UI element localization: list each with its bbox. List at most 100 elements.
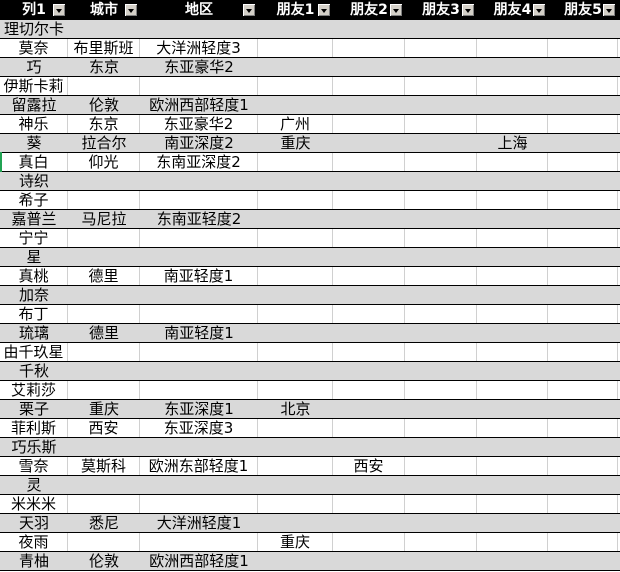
cell-r7-c5[interactable] bbox=[333, 134, 405, 152]
cell-r21-c3[interactable]: 东亚深度1 bbox=[164, 400, 234, 418]
cell-r12-c4[interactable] bbox=[258, 229, 333, 247]
cell-r16-c6[interactable] bbox=[405, 305, 477, 323]
cell-r3-c7[interactable] bbox=[477, 58, 548, 76]
cell-r8-c8[interactable] bbox=[548, 153, 618, 171]
cell-r13-c4[interactable] bbox=[258, 248, 333, 266]
cell-r5-c8[interactable] bbox=[548, 96, 618, 114]
cell-r23-c1[interactable]: 巧乐斯 bbox=[11, 438, 57, 456]
cell-r18-c3[interactable] bbox=[140, 343, 258, 361]
cell-r6-c6[interactable] bbox=[405, 115, 477, 133]
cell-r2-c3[interactable]: 大洋洲轻度3 bbox=[140, 39, 258, 57]
cell-r18-c4[interactable] bbox=[258, 343, 333, 361]
cell-r2-c8[interactable] bbox=[548, 39, 618, 57]
cell-r8-c6[interactable] bbox=[405, 153, 477, 171]
cell-r12-c8[interactable] bbox=[548, 229, 618, 247]
cell-r12-c6[interactable] bbox=[405, 229, 477, 247]
cell-r7-c3[interactable]: 南亚深度2 bbox=[164, 134, 234, 152]
filter-dropdown-button[interactable] bbox=[461, 3, 475, 17]
cell-r19-c4[interactable] bbox=[258, 362, 333, 380]
cell-r14-c8[interactable] bbox=[548, 267, 618, 285]
cell-r23-c3[interactable] bbox=[140, 438, 258, 456]
cell-r26-c4[interactable] bbox=[258, 495, 333, 513]
cell-r22-c6[interactable] bbox=[405, 419, 477, 437]
cell-r23-c6[interactable] bbox=[405, 438, 477, 456]
cell-r12-c7[interactable] bbox=[477, 229, 548, 247]
cell-r9-c4[interactable] bbox=[258, 172, 333, 190]
cell-r25-c2[interactable] bbox=[68, 476, 140, 494]
cell-r17-c5[interactable] bbox=[333, 324, 405, 342]
cell-r5-c7[interactable] bbox=[477, 96, 548, 114]
cell-r21-c2[interactable]: 重庆 bbox=[88, 400, 119, 418]
cell-r18-c5[interactable] bbox=[333, 343, 405, 361]
cell-r15-c2[interactable] bbox=[68, 286, 140, 304]
cell-r6-c5[interactable] bbox=[333, 115, 405, 133]
cell-r14-c6[interactable] bbox=[405, 267, 477, 285]
cell-r2-c2[interactable]: 布里斯班 bbox=[68, 39, 140, 57]
cell-r17-c6[interactable] bbox=[405, 324, 477, 342]
cell-r10-c3[interactable] bbox=[140, 191, 258, 209]
cell-r29-c6[interactable] bbox=[405, 552, 477, 570]
cell-r22-c5[interactable] bbox=[333, 419, 405, 437]
cell-r7-c4[interactable]: 重庆 bbox=[280, 134, 311, 152]
cell-r20-c4[interactable] bbox=[258, 381, 333, 399]
cell-r29-c4[interactable] bbox=[258, 552, 333, 570]
cell-r6-c4[interactable]: 广州 bbox=[258, 115, 333, 133]
cell-r19-c8[interactable] bbox=[548, 362, 618, 380]
cell-r14-c3[interactable]: 南亚轻度1 bbox=[140, 267, 258, 285]
cell-r20-c1[interactable]: 艾莉莎 bbox=[0, 381, 68, 399]
cell-r18-c7[interactable] bbox=[477, 343, 548, 361]
cell-r20-c2[interactable] bbox=[68, 381, 140, 399]
cell-r4-c7[interactable] bbox=[477, 77, 548, 95]
cell-r8-c4[interactable] bbox=[258, 153, 333, 171]
cell-r1-c6[interactable] bbox=[405, 20, 477, 38]
cell-r19-c5[interactable] bbox=[333, 362, 405, 380]
cell-r8-c5[interactable] bbox=[333, 153, 405, 171]
cell-r1-c2[interactable] bbox=[68, 20, 140, 38]
cell-r23-c8[interactable] bbox=[548, 438, 618, 456]
cell-r27-c3[interactable]: 大洋洲轻度1 bbox=[156, 514, 242, 532]
cell-r18-c6[interactable] bbox=[405, 343, 477, 361]
cell-r24-c1[interactable]: 雪奈 bbox=[0, 457, 68, 475]
cell-r22-c8[interactable] bbox=[548, 419, 618, 437]
cell-r29-c5[interactable] bbox=[333, 552, 405, 570]
cell-r29-c1[interactable]: 青柚 bbox=[18, 552, 49, 570]
cell-r27-c6[interactable] bbox=[405, 514, 477, 532]
filter-dropdown-button[interactable] bbox=[242, 3, 256, 17]
cell-r4-c4[interactable] bbox=[258, 77, 333, 95]
cell-r27-c4[interactable] bbox=[258, 514, 333, 532]
cell-r21-c1[interactable]: 栗子 bbox=[18, 400, 49, 418]
cell-r4-c6[interactable] bbox=[405, 77, 477, 95]
cell-r1-c3[interactable] bbox=[140, 20, 258, 38]
cell-r8-c3[interactable]: 东南亚深度2 bbox=[140, 153, 258, 171]
cell-r17-c3[interactable]: 南亚轻度1 bbox=[164, 324, 234, 342]
cell-r5-c1[interactable]: 留露拉 bbox=[11, 96, 57, 114]
cell-r13-c7[interactable] bbox=[477, 248, 548, 266]
cell-r13-c8[interactable] bbox=[548, 248, 618, 266]
cell-r27-c5[interactable] bbox=[333, 514, 405, 532]
cell-r7-c1[interactable]: 葵 bbox=[26, 134, 42, 152]
cell-r16-c1[interactable]: 布丁 bbox=[0, 305, 68, 323]
cell-r24-c4[interactable] bbox=[258, 457, 333, 475]
cell-r20-c3[interactable] bbox=[140, 381, 258, 399]
cell-r10-c4[interactable] bbox=[258, 191, 333, 209]
cell-r11-c1[interactable]: 嘉普兰 bbox=[11, 210, 57, 228]
cell-r3-c3[interactable]: 东亚豪华2 bbox=[164, 58, 234, 76]
cell-r28-c6[interactable] bbox=[405, 533, 477, 551]
cell-r7-c2[interactable]: 拉合尔 bbox=[81, 134, 127, 152]
cell-r16-c3[interactable] bbox=[140, 305, 258, 323]
cell-r21-c5[interactable] bbox=[333, 400, 405, 418]
cell-r22-c4[interactable] bbox=[258, 419, 333, 437]
cell-r16-c7[interactable] bbox=[477, 305, 548, 323]
cell-r16-c8[interactable] bbox=[548, 305, 618, 323]
cell-r19-c3[interactable] bbox=[140, 362, 258, 380]
cell-r14-c4[interactable] bbox=[258, 267, 333, 285]
cell-r24-c2[interactable]: 莫斯科 bbox=[68, 457, 140, 475]
cell-r11-c3[interactable]: 东南亚轻度2 bbox=[156, 210, 242, 228]
cell-r18-c1[interactable]: 由千玖星 bbox=[0, 343, 68, 361]
cell-r16-c5[interactable] bbox=[333, 305, 405, 323]
cell-r22-c1[interactable]: 菲利斯 bbox=[0, 419, 68, 437]
cell-r5-c3[interactable]: 欧洲西部轻度1 bbox=[149, 96, 249, 114]
cell-r12-c3[interactable] bbox=[140, 229, 258, 247]
cell-r6-c8[interactable] bbox=[548, 115, 618, 133]
cell-r17-c7[interactable] bbox=[477, 324, 548, 342]
